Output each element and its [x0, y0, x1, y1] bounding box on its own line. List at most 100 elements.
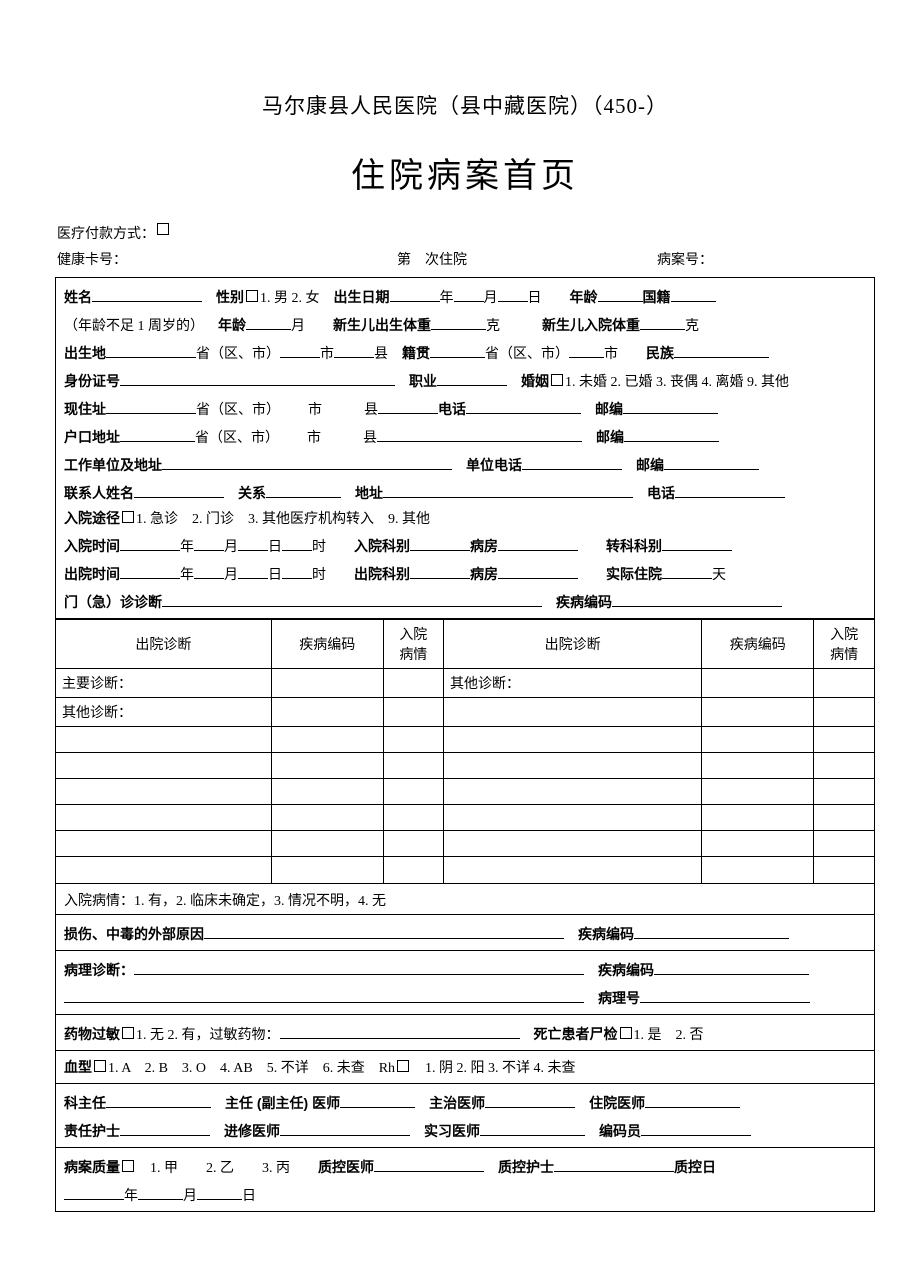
age-months-field[interactable] — [246, 312, 291, 330]
path-code-field[interactable] — [654, 957, 809, 975]
dept-head-field[interactable] — [106, 1090, 211, 1108]
marriage-checkbox[interactable] — [551, 374, 563, 386]
path-no-field[interactable] — [640, 985, 810, 1003]
rh-checkbox[interactable] — [397, 1060, 409, 1072]
chief-phys-field[interactable] — [340, 1090, 415, 1108]
main-dx-cell[interactable]: 主要诊断： — [56, 669, 271, 698]
contact-addr-label: 地址 — [355, 483, 383, 503]
outpatient-dx-field[interactable] — [162, 589, 542, 607]
resident-field[interactable] — [645, 1090, 740, 1108]
hukou-detail[interactable] — [377, 424, 582, 442]
discharge-dept-field[interactable] — [410, 561, 470, 579]
admit-day[interactable] — [238, 533, 268, 551]
col-code-2: 疾病编码 — [702, 620, 814, 669]
disch-month[interactable] — [194, 561, 224, 579]
attending-label: 主治医师 — [429, 1093, 485, 1113]
addr-prov[interactable] — [106, 396, 196, 414]
nurse-field[interactable] — [120, 1118, 210, 1136]
path-dx-field[interactable] — [134, 957, 584, 975]
allergy-checkbox[interactable] — [122, 1027, 134, 1039]
injury-code-label: 疾病编码 — [578, 924, 634, 944]
name-label: 姓名 — [64, 287, 92, 307]
contact-phone-field[interactable] — [675, 480, 785, 498]
zip-field[interactable] — [623, 396, 718, 414]
coder-field[interactable] — [641, 1118, 751, 1136]
qc-day[interactable] — [197, 1182, 242, 1200]
staff-section: 科主任 主任 (副主任) 医师 主治医师 住院医师 责任护士 进修医师 实习医师… — [56, 1084, 874, 1148]
admit-route-checkbox[interactable] — [122, 511, 134, 523]
birth-prov[interactable] — [106, 340, 196, 358]
nationality-field[interactable] — [671, 284, 716, 302]
table-row — [56, 857, 874, 883]
path-dx-label: 病理诊断： — [64, 960, 134, 980]
injury-code-field[interactable] — [634, 921, 789, 939]
ward-field[interactable] — [498, 533, 578, 551]
native-city[interactable] — [569, 340, 604, 358]
work-phone-field[interactable] — [522, 452, 622, 470]
newborn-weight-field[interactable] — [431, 312, 486, 330]
disch-day[interactable] — [238, 561, 268, 579]
disch-year[interactable] — [120, 561, 180, 579]
col-dx-2: 出院诊断 — [443, 620, 701, 669]
allergy-field[interactable] — [280, 1021, 520, 1039]
blood-label: 血型 — [64, 1057, 92, 1077]
addr-detail[interactable] — [378, 396, 438, 414]
intern-field[interactable] — [480, 1118, 585, 1136]
contact-name-field[interactable] — [134, 480, 224, 498]
work-zip-field[interactable] — [664, 452, 759, 470]
rh-options: 1. 阴 2. 阳 3. 不详 4. 未查 — [425, 1057, 576, 1077]
phone-field[interactable] — [466, 396, 581, 414]
admit-month[interactable] — [194, 533, 224, 551]
dob-month[interactable] — [454, 284, 484, 302]
native-prov[interactable] — [430, 340, 485, 358]
training-field[interactable] — [280, 1118, 410, 1136]
admit-hour[interactable] — [282, 533, 312, 551]
payment-label: 医疗付款方式： — [57, 223, 155, 243]
relation-field[interactable] — [266, 480, 341, 498]
occupation-field[interactable] — [437, 368, 507, 386]
blood-checkbox[interactable] — [94, 1060, 106, 1072]
admit-year[interactable] — [120, 533, 180, 551]
qc-nurse-field[interactable] — [554, 1154, 674, 1172]
hukou-zip-field[interactable] — [624, 424, 719, 442]
birth-city[interactable] — [280, 340, 320, 358]
page-title: 住院病案首页 — [55, 148, 875, 197]
contact-addr-field[interactable] — [383, 480, 633, 498]
disease-code-field[interactable] — [612, 589, 782, 607]
age-field[interactable] — [598, 284, 643, 302]
nationality-label: 国籍 — [643, 287, 671, 307]
path-dx-field2[interactable] — [64, 985, 584, 1003]
payment-checkbox[interactable] — [157, 223, 169, 235]
outpatient-dx-label: 门（急）诊诊断 — [64, 592, 162, 612]
other-dx-left[interactable]: 其他诊断： — [56, 698, 271, 727]
name-field[interactable] — [92, 284, 202, 302]
other-dx-cell[interactable]: 其他诊断： — [443, 669, 701, 698]
autopsy-checkbox[interactable] — [620, 1027, 632, 1039]
dob-day[interactable] — [498, 284, 528, 302]
disch-hour[interactable] — [282, 561, 312, 579]
injury-field[interactable] — [204, 921, 564, 939]
newborn-weight-label: 新生儿出生体重 — [333, 315, 431, 335]
id-field[interactable] — [120, 368, 395, 386]
ethnic-label: 民族 — [646, 343, 674, 363]
ward2-field[interactable] — [498, 561, 578, 579]
transfer-dept-label: 转科科别 — [606, 536, 662, 556]
col-cond-2: 入院 病情 — [814, 620, 874, 669]
sex-checkbox[interactable] — [246, 290, 258, 302]
demographics-section: 姓名 性别 1. 男 2. 女 出生日期年月日 年龄 国籍 （年龄不足 1 周岁… — [56, 278, 874, 619]
qc-phys-field[interactable] — [374, 1154, 484, 1172]
admit-dept-field[interactable] — [410, 533, 470, 551]
attending-field[interactable] — [485, 1090, 575, 1108]
hukou-prov[interactable] — [120, 424, 195, 442]
qc-month[interactable] — [138, 1182, 183, 1200]
work-field[interactable] — [162, 452, 452, 470]
dob-year[interactable] — [390, 284, 440, 302]
newborn-admit-weight-field[interactable] — [640, 312, 685, 330]
birth-county[interactable] — [334, 340, 374, 358]
ethnic-field[interactable] — [674, 340, 769, 358]
qc-year[interactable] — [64, 1182, 124, 1200]
transfer-dept-field[interactable] — [662, 533, 732, 551]
quality-checkbox[interactable] — [122, 1160, 134, 1172]
admit-route-label: 入院途径 — [64, 508, 120, 528]
actual-days-field[interactable] — [662, 561, 712, 579]
